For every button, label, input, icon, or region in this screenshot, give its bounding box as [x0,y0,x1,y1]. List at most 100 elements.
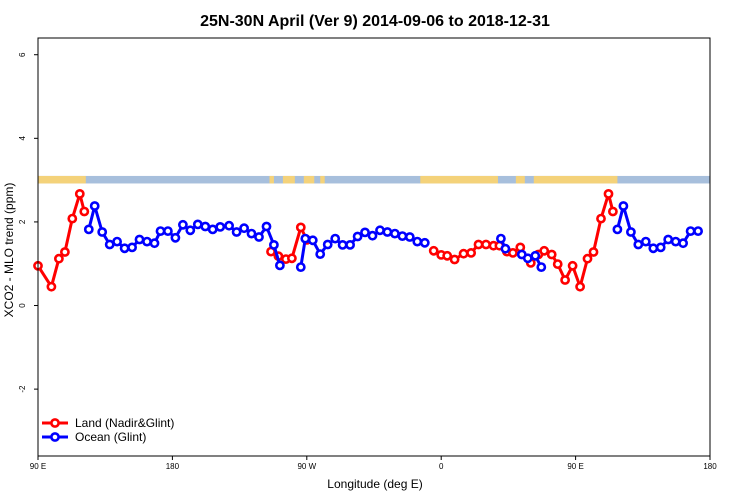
series-0-point-4-7 [575,281,585,292]
series-1-point-0-9 [149,238,160,249]
series-0-point-4-3 [546,249,557,260]
series-1 [83,201,703,272]
legend-label-1: Ocean (Glint) [75,430,146,444]
legend-marker-1 [50,432,60,442]
land-ocean-band [38,175,710,184]
series-0-point-0-4 [67,213,78,224]
series-0-point-0-6 [79,206,90,217]
series-1-point-1-16 [412,236,423,247]
series-0-line-0 [36,192,86,289]
series-1-point-0-20 [231,227,242,237]
series-1-point-1-7 [345,239,355,250]
series-0-point-4-8 [582,253,593,264]
series-1-point-4-5 [648,243,659,254]
y-tick-label-4: 6 [18,52,27,57]
series-0-point-4-10 [596,213,606,224]
series-1-point-4-1 [618,201,629,211]
series-1-point-0-17 [207,224,218,235]
series-1-point-0-25 [268,239,279,250]
series-1-point-4-9 [678,238,688,249]
series-1-point-0-21 [239,223,249,234]
x-tick-label-0: 90 E [30,462,46,471]
series-0-point-2-6 [473,239,484,250]
series-1-point-2-1 [500,243,511,254]
series-1-point-4-7 [663,234,674,245]
series-1-point-0-18 [215,221,226,232]
series-1-point-1-5 [330,233,341,244]
series-0-point-0-1 [46,281,57,292]
series-1-point-0-8 [142,236,152,247]
series-0-point-0-3 [60,247,70,257]
series-0-point-4-6 [567,260,578,271]
series-1-point-0-5 [119,243,130,254]
y-axis-label: XCO2 - MLO trend (ppm) [2,183,16,318]
x-tick-label-1: 180 [166,462,180,471]
series-0-point-2-4 [458,248,469,259]
series-1-point-1-3 [315,249,326,259]
series-0-point-1-3 [286,253,297,264]
series-layer [33,188,703,292]
y-tick-label-3: 4 [18,136,27,141]
series-1-point-4-8 [670,236,681,247]
series-0-point-2-3 [449,254,460,265]
y-tick-label-1: 0 [18,303,27,308]
series-1-point-0-15 [192,219,203,230]
land-band-7 [533,175,618,184]
series-1-point-3-3 [536,262,547,272]
legend: Land (Nadir&Glint)Ocean (Glint) [42,416,174,444]
series-1-point-1-2 [307,235,318,246]
series-1-point-1-8 [352,231,363,242]
series-0-point-4-9 [588,247,599,257]
series-1-point-4-4 [640,236,651,247]
series-0-point-4-2 [539,245,550,256]
x-tick-label-2: 90 W [297,462,316,471]
legend-label-0: Land (Nadir&Glint) [75,416,174,430]
series-1-point-0-12 [170,232,181,243]
series-1-point-0-11 [162,226,173,236]
series-1-point-0-26 [274,260,285,271]
series-0-point-2-0 [428,245,439,256]
y-axis: -2 0 2 4 6 [18,52,38,393]
land-band-3 [303,175,315,184]
series-1-point-0-14 [185,225,196,236]
series-1-point-1-10 [367,230,378,241]
series-0-point-4-11 [603,188,614,199]
series-1-point-0-6 [127,242,137,253]
series-1-point-4-3 [633,239,644,250]
series-1-point-1-0 [295,262,306,272]
series-1-point-1-4 [322,239,333,250]
series-1-point-1-6 [337,239,348,250]
series-1-point-0-13 [177,219,188,230]
series-1-point-4-6 [655,242,666,253]
chart-title: 25N-30N April (Ver 9) 2014-09-06 to 2018… [200,13,550,30]
land-band-1 [269,175,274,184]
legend-marker-0 [50,418,60,428]
series-1-point-0-2 [97,227,108,237]
series-1-point-1-17 [419,237,430,248]
series-1-point-4-11 [693,226,703,236]
series-1-point-4-0 [612,224,623,235]
series-1-point-1-12 [382,227,393,237]
x-tick-label-4: 90 E [567,462,583,471]
series-1-point-3-2 [530,250,541,261]
series-1-point-4-2 [626,227,636,237]
land-band-0 [38,175,86,184]
land-band-2 [282,175,295,184]
series-1-point-4-10 [685,226,696,236]
series-1-point-0-22 [246,228,257,239]
series-1-point-0-19 [224,220,234,231]
series-1-point-1-1 [300,233,311,244]
series-1-point-1-13 [389,228,400,239]
series-1-point-0-4 [112,236,122,247]
series-0-point-4-12 [608,206,618,217]
series-1-point-0-23 [254,232,264,242]
series-0-point-0-2 [54,253,64,264]
series-0-point-3-1 [508,247,518,258]
x-axis-label: Longitude (deg E) [327,477,422,491]
plot-frame [37,37,711,457]
series-0-point-2-5 [466,247,476,258]
series-0-point-2-7 [481,239,491,250]
series-1-point-1-15 [404,232,415,242]
series-0-point-4-5 [560,275,570,285]
